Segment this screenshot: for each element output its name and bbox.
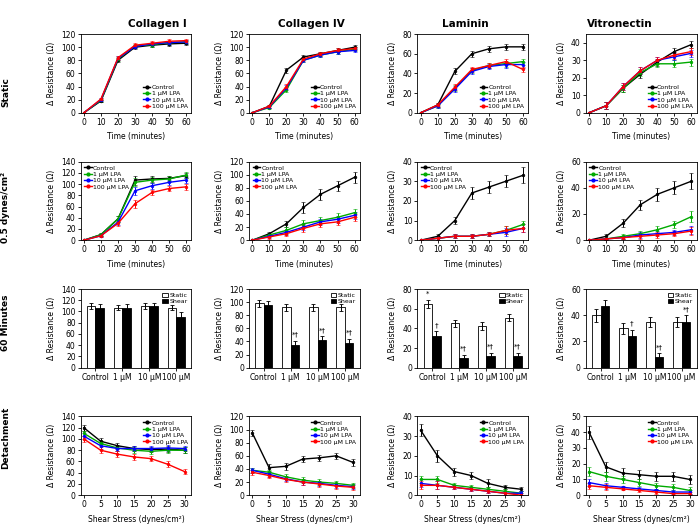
Legend: Control, 1 μM LPA, 10 μM LPA, 100 μM LPA: Control, 1 μM LPA, 10 μM LPA, 100 μM LPA (648, 420, 694, 445)
Bar (122, 308, 131, 368)
Bar (646, 322, 654, 368)
Text: †: † (630, 321, 634, 326)
Y-axis label: Δ Resistance (Ω): Δ Resistance (Ω) (215, 424, 224, 487)
Text: *: * (426, 291, 430, 297)
Bar (309, 308, 318, 368)
Legend: Control, 1 μM LPA, 10 μM LPA, 100 μM LPA: Control, 1 μM LPA, 10 μM LPA, 100 μM LPA (479, 420, 525, 445)
Legend: Static, Shear: Static, Shear (498, 292, 525, 305)
Text: Vitronectin: Vitronectin (587, 18, 652, 29)
Text: *†: *† (346, 330, 353, 336)
Bar (264, 305, 272, 368)
Bar (673, 322, 682, 368)
Text: *†: *† (292, 332, 299, 337)
Bar (318, 340, 326, 368)
Bar (255, 303, 264, 368)
Y-axis label: Δ Resistance (Ω): Δ Resistance (Ω) (388, 169, 397, 233)
Text: Collagen IV: Collagen IV (278, 18, 345, 29)
Bar (168, 308, 176, 368)
Legend: Control, 1 μM LPA, 10 μM LPA, 100 μM LPA: Control, 1 μM LPA, 10 μM LPA, 100 μM LPA (142, 84, 188, 110)
Bar (486, 356, 495, 368)
Y-axis label: Δ Resistance (Ω): Δ Resistance (Ω) (556, 169, 566, 233)
Legend: Control, 1 μM LPA, 10 μM LPA, 100 μM LPA: Control, 1 μM LPA, 10 μM LPA, 100 μM LPA (252, 165, 298, 190)
Legend: Static, Shear: Static, Shear (667, 292, 694, 305)
Text: Laminin: Laminin (442, 18, 489, 29)
Legend: Static, Shear: Static, Shear (162, 292, 188, 305)
Bar (459, 358, 468, 368)
Y-axis label: Δ Resistance (Ω): Δ Resistance (Ω) (215, 42, 224, 105)
X-axis label: Time (minutes): Time (minutes) (275, 132, 333, 141)
X-axis label: Shear Stress (dynes/cm²): Shear Stress (dynes/cm²) (593, 515, 690, 523)
Legend: Control, 1 μM LPA, 10 μM LPA, 100 μM LPA: Control, 1 μM LPA, 10 μM LPA, 100 μM LPA (479, 84, 525, 110)
Y-axis label: Δ Resistance (Ω): Δ Resistance (Ω) (556, 424, 566, 487)
Legend: Static, Shear: Static, Shear (330, 292, 356, 305)
Bar (176, 316, 185, 368)
Bar (477, 326, 486, 368)
Y-axis label: Δ Resistance (Ω): Δ Resistance (Ω) (215, 297, 224, 360)
Text: Static: Static (1, 77, 10, 107)
Legend: Control, 1 μM LPA, 10 μM LPA, 100 μM LPA: Control, 1 μM LPA, 10 μM LPA, 100 μM LPA (589, 165, 635, 190)
Legend: Control, 1 μM LPA, 10 μM LPA, 100 μM LPA: Control, 1 μM LPA, 10 μM LPA, 100 μM LPA (648, 84, 694, 110)
Bar (654, 357, 664, 368)
Bar (619, 329, 628, 368)
Legend: Control, 1 μM LPA, 10 μM LPA, 100 μM LPA: Control, 1 μM LPA, 10 μM LPA, 100 μM LPA (311, 84, 356, 110)
Text: *†: *† (682, 306, 690, 312)
Bar (336, 308, 345, 368)
Text: †: † (435, 322, 438, 328)
Bar (113, 308, 122, 368)
X-axis label: Time (minutes): Time (minutes) (444, 132, 502, 141)
Bar (628, 336, 636, 368)
Text: *†: *† (460, 346, 467, 352)
Bar (592, 315, 601, 368)
X-axis label: Time (minutes): Time (minutes) (444, 260, 502, 269)
X-axis label: Time (minutes): Time (minutes) (612, 260, 670, 269)
Bar (424, 304, 432, 368)
Text: 0.5 dynes/cm²: 0.5 dynes/cm² (1, 171, 10, 243)
Text: Collagen I: Collagen I (128, 18, 187, 29)
Bar (513, 356, 522, 368)
Text: *†: *† (655, 344, 662, 350)
Bar (149, 306, 158, 368)
Bar (282, 308, 290, 368)
Bar (87, 306, 95, 368)
Y-axis label: Δ Resistance (Ω): Δ Resistance (Ω) (388, 297, 397, 360)
Y-axis label: Δ Resistance (Ω): Δ Resistance (Ω) (556, 42, 566, 105)
X-axis label: Shear Stress (dynes/cm²): Shear Stress (dynes/cm²) (88, 515, 184, 523)
X-axis label: Shear Stress (dynes/cm²): Shear Stress (dynes/cm²) (424, 515, 521, 523)
Y-axis label: Δ Resistance (Ω): Δ Resistance (Ω) (47, 169, 55, 233)
Y-axis label: Δ Resistance (Ω): Δ Resistance (Ω) (215, 169, 224, 233)
Y-axis label: Δ Resistance (Ω): Δ Resistance (Ω) (47, 42, 55, 105)
X-axis label: Time (minutes): Time (minutes) (275, 260, 333, 269)
Text: *†: *† (514, 344, 521, 350)
X-axis label: Time (minutes): Time (minutes) (612, 132, 670, 141)
Bar (601, 306, 609, 368)
Text: 60 Minutes: 60 Minutes (1, 294, 10, 351)
X-axis label: Time (minutes): Time (minutes) (107, 132, 165, 141)
Legend: Control, 1 μM LPA, 10 μM LPA, 100 μM LPA: Control, 1 μM LPA, 10 μM LPA, 100 μM LPA (311, 420, 356, 445)
Bar (95, 308, 104, 368)
Bar (451, 323, 459, 368)
Bar (345, 343, 354, 368)
X-axis label: Time (minutes): Time (minutes) (107, 260, 165, 269)
Bar (432, 336, 441, 368)
Bar (682, 322, 690, 368)
X-axis label: Shear Stress (dynes/cm²): Shear Stress (dynes/cm²) (256, 515, 353, 523)
Text: *†: *† (318, 327, 326, 333)
Bar (290, 345, 300, 368)
Text: Detachment: Detachment (1, 406, 10, 469)
Y-axis label: Δ Resistance (Ω): Δ Resistance (Ω) (388, 424, 397, 487)
Y-axis label: Δ Resistance (Ω): Δ Resistance (Ω) (47, 297, 55, 360)
Legend: Control, 1 μM LPA, 10 μM LPA, 100 μM LPA: Control, 1 μM LPA, 10 μM LPA, 100 μM LPA (421, 165, 466, 190)
Bar (141, 306, 149, 368)
Y-axis label: Δ Resistance (Ω): Δ Resistance (Ω) (388, 42, 397, 105)
Y-axis label: Δ Resistance (Ω): Δ Resistance (Ω) (556, 297, 566, 360)
Legend: Control, 1 μM LPA, 10 μM LPA, 100 μM LPA: Control, 1 μM LPA, 10 μM LPA, 100 μM LPA (142, 420, 188, 445)
Bar (505, 318, 513, 368)
Text: *†: *† (487, 344, 494, 350)
Legend: Control, 1 μM LPA, 10 μM LPA, 100 μM LPA: Control, 1 μM LPA, 10 μM LPA, 100 μM LPA (83, 165, 130, 190)
Y-axis label: Δ Resistance (Ω): Δ Resistance (Ω) (47, 424, 55, 487)
